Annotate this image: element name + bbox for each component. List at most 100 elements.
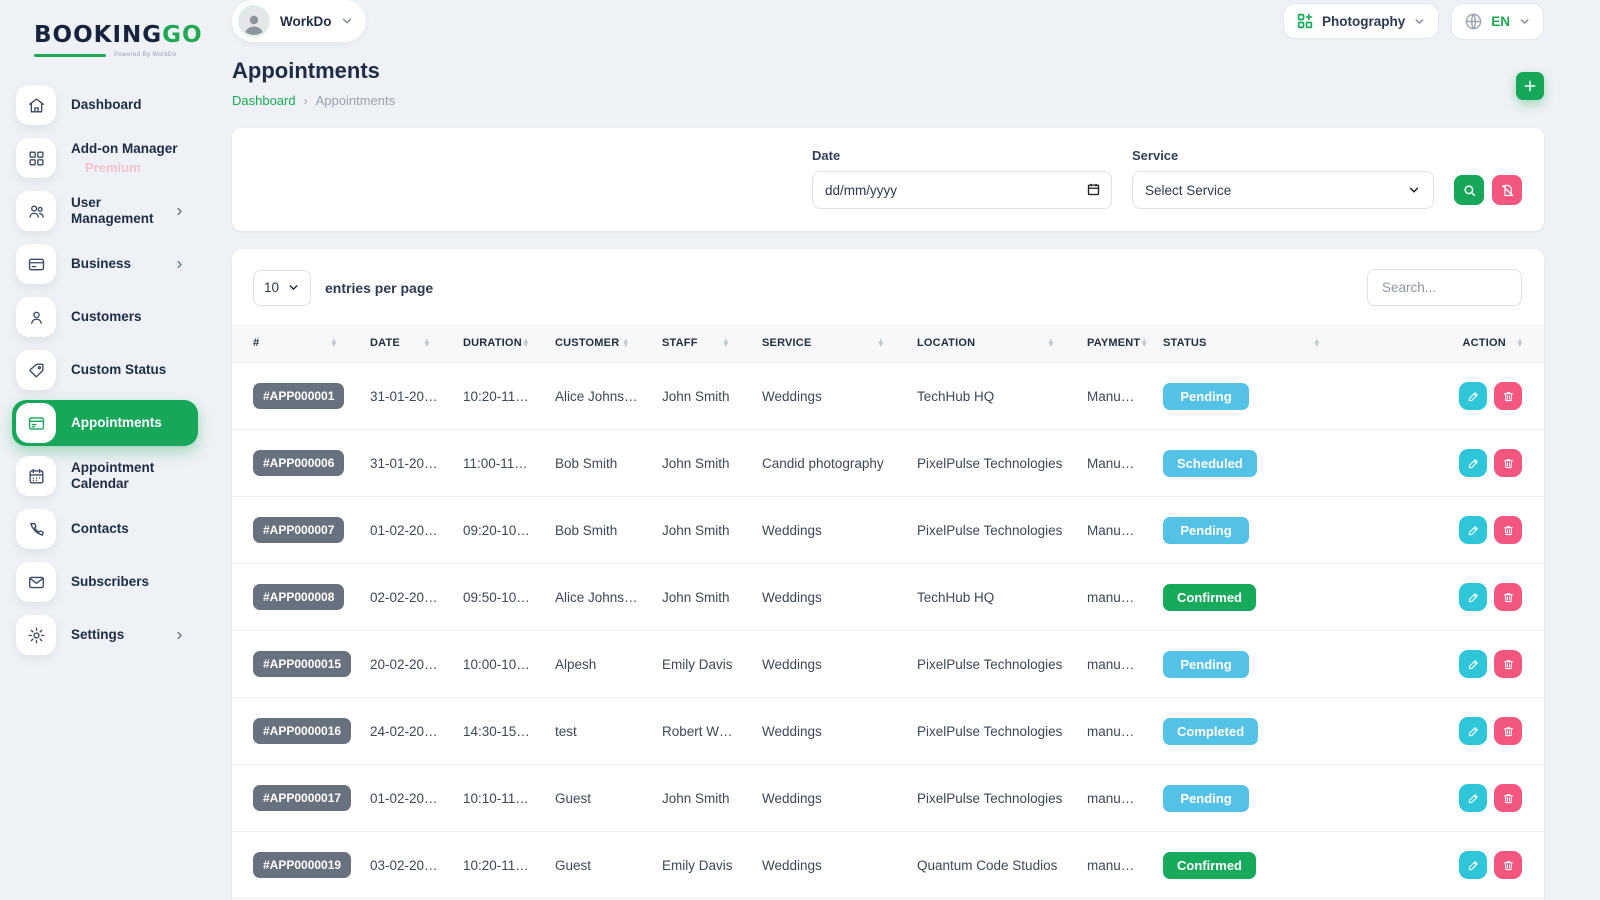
delete-appointment-button[interactable] (1494, 449, 1522, 477)
edit-appointment-button[interactable] (1459, 784, 1487, 812)
appointment-id-cell: #APP0000020 (232, 898, 358, 900)
column-header-payment[interactable]: PAYMENT ▲ ▼ (1075, 324, 1151, 363)
delete-appointment-button[interactable] (1494, 382, 1522, 410)
delete-appointment-button[interactable] (1494, 650, 1522, 678)
language-switcher[interactable]: EN (1451, 2, 1544, 40)
sort-carets-icon[interactable]: ▲ ▼ (329, 335, 338, 349)
apply-filter-button[interactable] (1454, 175, 1484, 205)
sort-carets-icon[interactable]: ▲ ▼ (1140, 335, 1149, 349)
appointment-id-cell: #APP000001 (232, 362, 358, 430)
grid-icon (16, 138, 56, 178)
appointment-id-cell: #APP000007 (232, 496, 358, 564)
action-cell (1341, 496, 1544, 564)
edit-appointment-button[interactable] (1459, 583, 1487, 611)
column-header-status[interactable]: STATUS ▲ ▼ (1151, 324, 1341, 363)
status-badge: Completed (1163, 717, 1259, 745)
sidebar-item-user-management[interactable]: User Management (12, 188, 198, 234)
edit-appointment-button[interactable] (1459, 717, 1487, 745)
duration-cell: 09:20-10:10 (451, 496, 543, 564)
column-header-label: STAFF (662, 337, 698, 349)
sort-carets-icon[interactable]: ▲ ▼ (721, 335, 730, 349)
sidebar-item-contacts[interactable]: Contacts (12, 506, 198, 552)
staff-cell: John Smith (650, 764, 750, 832)
column-header-location[interactable]: LOCATION ▲ ▼ (905, 324, 1075, 363)
date-cell: 31-01-2024 (358, 429, 451, 497)
edit-appointment-button[interactable] (1459, 449, 1487, 477)
add-appointment-button[interactable] (1516, 72, 1544, 100)
entries-per-page-select[interactable]: 10 (253, 269, 311, 306)
sidebar-item-custom-status[interactable]: Custom Status (12, 347, 198, 393)
sort-carets-icon[interactable]: ▲ ▼ (1515, 335, 1524, 349)
location-cell: PixelPulse Technologies (905, 496, 1075, 564)
chevron-right-icon: › (303, 93, 308, 108)
delete-appointment-button[interactable] (1494, 784, 1522, 812)
sort-carets-icon[interactable]: ▲ ▼ (876, 335, 885, 349)
staff-cell: John Smith (650, 563, 750, 631)
column-header-action[interactable]: ACTION ▲ ▼ (1341, 324, 1544, 363)
service-filter-select[interactable]: Select Service (1132, 171, 1434, 209)
customer-cell: Alpesh (543, 630, 650, 698)
customer-cell: Guest (543, 898, 650, 900)
appointment-id-badge[interactable]: #APP000007 (253, 517, 345, 543)
delete-appointment-button[interactable] (1494, 583, 1522, 611)
sidebar-item-subscribers[interactable]: Subscribers (12, 559, 198, 605)
edit-appointment-button[interactable] (1459, 650, 1487, 678)
edit-icon (1467, 457, 1480, 470)
column-header-label: ACTION (1462, 337, 1506, 349)
sidebar-item-label: User Management (71, 194, 154, 226)
appointment-id-badge[interactable]: #APP0000016 (253, 718, 352, 744)
sort-carets-icon[interactable]: ▲ ▼ (621, 335, 630, 349)
sort-carets-icon[interactable]: ▲ ▼ (1312, 335, 1321, 349)
appointment-id-badge[interactable]: #APP000006 (253, 450, 345, 476)
delete-appointment-button[interactable] (1494, 717, 1522, 745)
sidebar-item-appointments[interactable]: Appointments (12, 400, 198, 446)
sidebar-item-add-on-manager[interactable]: Add-on Manager Premium (12, 135, 198, 181)
duration-cell: 11:00-11:45 (451, 429, 543, 497)
table-row: #APP000007 01-02-2024 09:20-10:10 Bob Smith… (232, 496, 1544, 564)
brand-logo[interactable]: BOOKINGGO Powered By WorkDo (0, 14, 210, 68)
duration-cell: 09:50-10:40 (451, 563, 543, 631)
workspace-switcher[interactable]: WorkDo (232, 0, 366, 42)
appointment-id-badge[interactable]: #APP0000019 (253, 852, 352, 878)
table-row: #APP000006 31-01-2024 11:00-11:45 Bob Smith… (232, 429, 1544, 497)
column-header-duration[interactable]: DURATION ▲ ▼ (451, 324, 543, 363)
edit-icon (1467, 591, 1480, 604)
sort-carets-icon[interactable]: ▲ ▼ (1046, 335, 1055, 349)
edit-appointment-button[interactable] (1459, 851, 1487, 879)
edit-appointment-button[interactable] (1459, 516, 1487, 544)
search-icon (1462, 183, 1477, 198)
service-cell: Weddings (750, 362, 905, 430)
breadcrumb-dashboard-link[interactable]: Dashboard (232, 93, 296, 108)
date-cell: 01-02-2024 (358, 496, 451, 564)
sidebar-item-business[interactable]: Business (12, 241, 198, 287)
table-search-input[interactable] (1367, 269, 1522, 306)
column-header-date[interactable]: DATE ▲ ▼ (358, 324, 451, 363)
appointment-id-badge[interactable]: #APP000008 (253, 584, 345, 610)
appointment-id-badge[interactable]: #APP0000017 (253, 785, 352, 811)
action-cell (1341, 764, 1544, 832)
date-filter-input[interactable] (812, 171, 1112, 209)
duration-cell: 10:10-11:00 (451, 764, 543, 832)
appointment-id-badge[interactable]: #APP0000015 (253, 651, 352, 677)
column-header-service[interactable]: SERVICE ▲ ▼ (750, 324, 905, 363)
sidebar-item-appointment-calendar[interactable]: Appointment Calendar (12, 453, 198, 499)
column-header-staff[interactable]: STAFF ▲ ▼ (650, 324, 750, 363)
delete-appointment-button[interactable] (1494, 851, 1522, 879)
sidebar-item-label: Dashboard (71, 96, 142, 112)
sort-carets-icon[interactable]: ▲ ▼ (422, 335, 431, 349)
edit-appointment-button[interactable] (1459, 382, 1487, 410)
delete-appointment-button[interactable] (1494, 516, 1522, 544)
column-header-[interactable]: # ▲ ▼ (232, 324, 358, 363)
reset-filter-button[interactable] (1492, 175, 1522, 205)
date-cell: 01-02-2024 (358, 764, 451, 832)
column-header-customer[interactable]: CUSTOMER ▲ ▼ (543, 324, 650, 363)
sidebar-item-dashboard[interactable]: Dashboard (12, 82, 198, 128)
sidebar-item-settings[interactable]: Settings (12, 612, 198, 658)
module-switcher[interactable]: Photography (1282, 3, 1440, 39)
calendar-picker-icon[interactable] (1086, 182, 1101, 197)
sort-carets-icon[interactable]: ▲ ▼ (521, 335, 530, 349)
column-header-label: DATE (370, 337, 400, 349)
date-filter-label: Date (812, 148, 841, 163)
appointment-id-badge[interactable]: #APP000001 (253, 383, 345, 409)
sidebar-item-customers[interactable]: Customers (12, 294, 198, 340)
